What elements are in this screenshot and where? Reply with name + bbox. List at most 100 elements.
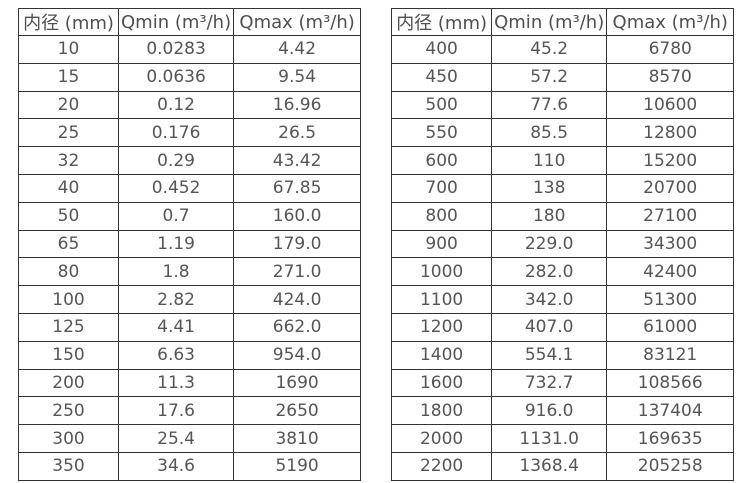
header-qmax: Qmax (m³/h) xyxy=(606,8,735,36)
qmax-cell: 20700 xyxy=(606,173,735,203)
diameter-cell: 1800 xyxy=(391,396,493,426)
qmax-cell: 137404 xyxy=(606,396,735,426)
diameter-cell: 15 xyxy=(18,62,119,92)
qmin-cell: 17.6 xyxy=(117,396,235,426)
qmax-cell: 4.42 xyxy=(233,35,362,64)
table-row: 20 0.12 16.96 xyxy=(18,90,362,120)
diameter-cell: 125 xyxy=(18,312,119,342)
table-row: 350 34.6 5190 xyxy=(18,451,362,481)
qmin-cell: 6.63 xyxy=(117,340,235,370)
qmin-cell: 0.0636 xyxy=(117,62,235,92)
qmax-cell: 205258 xyxy=(606,451,735,481)
qmax-cell: 51300 xyxy=(606,285,735,314)
table-row: 600 110 15200 xyxy=(391,146,735,175)
qmin-cell: 407.0 xyxy=(491,312,608,342)
table-row: 1400 554.1 83121 xyxy=(391,340,735,370)
qmin-cell: 0.452 xyxy=(117,173,235,203)
qmax-cell: 9.54 xyxy=(233,62,362,92)
diameter-cell: 50 xyxy=(18,201,119,231)
diameter-cell: 500 xyxy=(391,90,493,120)
qmin-cell: 0.12 xyxy=(117,90,235,120)
table-row: 15 0.0636 9.54 xyxy=(18,62,362,92)
qmin-cell: 1.8 xyxy=(117,257,235,287)
header-row: 内径 (mm) Qmin (m³/h) Qmax (m³/h) xyxy=(391,8,735,36)
diameter-cell: 1100 xyxy=(391,285,493,314)
qmin-cell: 57.2 xyxy=(491,62,608,92)
diameter-cell: 450 xyxy=(391,62,493,92)
qmin-cell: 732.7 xyxy=(491,368,608,398)
header-row: 内径 (mm) Qmin (m³/h) Qmax (m³/h) xyxy=(18,8,362,36)
qmin-cell: 4.41 xyxy=(117,312,235,342)
qmax-cell: 954.0 xyxy=(233,340,362,370)
table-row: 1800 916.0 137404 xyxy=(391,396,735,426)
qmin-cell: 229.0 xyxy=(491,229,608,259)
qmax-cell: 108566 xyxy=(606,368,735,398)
table-row: 25 0.176 26.5 xyxy=(18,118,362,148)
qmin-cell: 45.2 xyxy=(491,35,608,64)
table-row: 1200 407.0 61000 xyxy=(391,312,735,342)
diameter-cell: 20 xyxy=(18,90,119,120)
qmin-cell: 85.5 xyxy=(491,118,608,148)
table-header: 内径 (mm) Qmin (m³/h) Qmax (m³/h) xyxy=(391,8,735,36)
qmax-cell: 2650 xyxy=(233,396,362,426)
qmin-cell: 0.176 xyxy=(117,118,235,148)
qmin-cell: 0.7 xyxy=(117,201,235,231)
table-row: 2000 1131.0 169635 xyxy=(391,424,735,453)
qmax-cell: 12800 xyxy=(606,118,735,148)
table-row: 150 6.63 954.0 xyxy=(18,340,362,370)
table-row: 200 11.3 1690 xyxy=(18,368,362,398)
table-row: 1600 732.7 108566 xyxy=(391,368,735,398)
qmin-cell: 282.0 xyxy=(491,257,608,287)
flow-table-large-diameter: 内径 (mm) Qmin (m³/h) Qmax (m³/h) 400 45.2 6… xyxy=(391,8,735,481)
qmin-cell: 180 xyxy=(491,201,608,231)
diameter-cell: 1000 xyxy=(391,257,493,287)
table-row: 250 17.6 2650 xyxy=(18,396,362,426)
qmax-cell: 1690 xyxy=(233,368,362,398)
qmin-cell: 2.82 xyxy=(117,285,235,314)
qmin-cell: 342.0 xyxy=(491,285,608,314)
diameter-cell: 250 xyxy=(18,396,119,426)
diameter-cell: 80 xyxy=(18,257,119,287)
table-row: 100 2.82 424.0 xyxy=(18,285,362,314)
flow-table-small-diameter: 内径 (mm) Qmin (m³/h) Qmax (m³/h) 10 0.0283… xyxy=(18,8,362,481)
diameter-cell: 100 xyxy=(18,285,119,314)
diameter-cell: 900 xyxy=(391,229,493,259)
table-row: 2200 1368.4 205258 xyxy=(391,451,735,481)
qmin-cell: 554.1 xyxy=(491,340,608,370)
diameter-cell: 1600 xyxy=(391,368,493,398)
qmax-cell: 271.0 xyxy=(233,257,362,287)
qmax-cell: 27100 xyxy=(606,201,735,231)
flow-spec-tables: 内径 (mm) Qmin (m³/h) Qmax (m³/h) 10 0.0283… xyxy=(18,8,735,481)
qmax-cell: 42400 xyxy=(606,257,735,287)
qmax-cell: 10600 xyxy=(606,90,735,120)
qmin-cell: 1131.0 xyxy=(491,424,608,453)
table-row: 800 180 27100 xyxy=(391,201,735,231)
qmin-cell: 1.19 xyxy=(117,229,235,259)
qmax-cell: 424.0 xyxy=(233,285,362,314)
table-row: 900 229.0 34300 xyxy=(391,229,735,259)
diameter-cell: 400 xyxy=(391,35,493,64)
diameter-cell: 2000 xyxy=(391,424,493,453)
diameter-cell: 1200 xyxy=(391,312,493,342)
qmax-cell: 179.0 xyxy=(233,229,362,259)
diameter-cell: 300 xyxy=(18,424,119,453)
table-row: 40 0.452 67.85 xyxy=(18,173,362,203)
qmin-cell: 138 xyxy=(491,173,608,203)
table-row: 400 45.2 6780 xyxy=(391,35,735,64)
qmin-cell: 77.6 xyxy=(491,90,608,120)
qmin-cell: 1368.4 xyxy=(491,451,608,481)
qmax-cell: 67.85 xyxy=(233,173,362,203)
table-row: 300 25.4 3810 xyxy=(18,424,362,453)
diameter-cell: 700 xyxy=(391,173,493,203)
qmax-cell: 3810 xyxy=(233,424,362,453)
qmin-cell: 34.6 xyxy=(117,451,235,481)
qmax-cell: 6780 xyxy=(606,35,735,64)
table-row: 1100 342.0 51300 xyxy=(391,285,735,314)
diameter-cell: 65 xyxy=(18,229,119,259)
diameter-cell: 10 xyxy=(18,35,119,64)
header-diameter: 内径 (mm) xyxy=(18,8,119,36)
header-diameter: 内径 (mm) xyxy=(391,8,493,36)
diameter-cell: 350 xyxy=(18,451,119,481)
qmax-cell: 15200 xyxy=(606,146,735,175)
table-row: 125 4.41 662.0 xyxy=(18,312,362,342)
